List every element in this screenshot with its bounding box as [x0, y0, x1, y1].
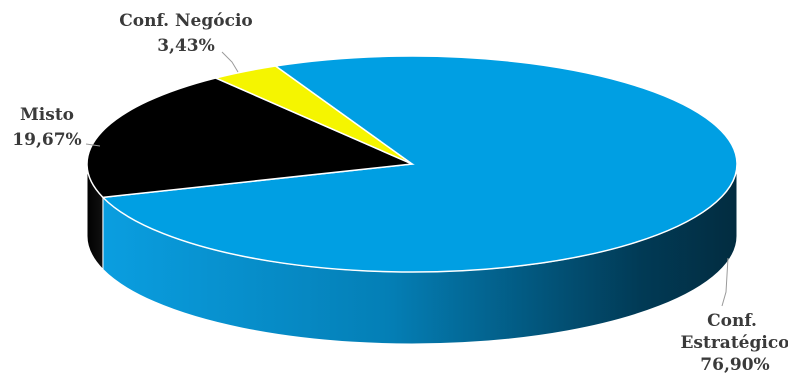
slice-name-conf-negocio: Conf. Negócio: [119, 11, 253, 31]
slice-value-conf-negocio: 3,43%: [157, 36, 215, 56]
leader-conf-estrategico: [721, 257, 729, 307]
leader-lines: [85, 51, 729, 307]
slice-top-conf-estrategico: [101, 55, 738, 273]
slice-name-conf-estrategico-line-1: Conf.: [707, 311, 757, 331]
slice-name-misto-line-1: Misto: [20, 105, 74, 125]
pie-slices: [86, 55, 738, 273]
leader-misto: [85, 143, 101, 147]
slice-top-conf-negocio: [213, 65, 413, 165]
leader-conf-negocio: [221, 51, 239, 73]
slice-name-conf-estrategico: Conf. Estratégico: [680, 311, 788, 353]
slice-name-conf-estrategico-line-2: Estratégico: [680, 333, 788, 353]
slice-value-conf-estrategico: 76,90%: [700, 355, 769, 375]
slice-top-misto: [86, 77, 415, 199]
slice-value-misto: 19,67%: [12, 130, 81, 150]
slice-name-conf-negocio-line-1: Conf. Negócio: [119, 11, 253, 31]
slice-name-misto: Misto: [20, 105, 74, 125]
